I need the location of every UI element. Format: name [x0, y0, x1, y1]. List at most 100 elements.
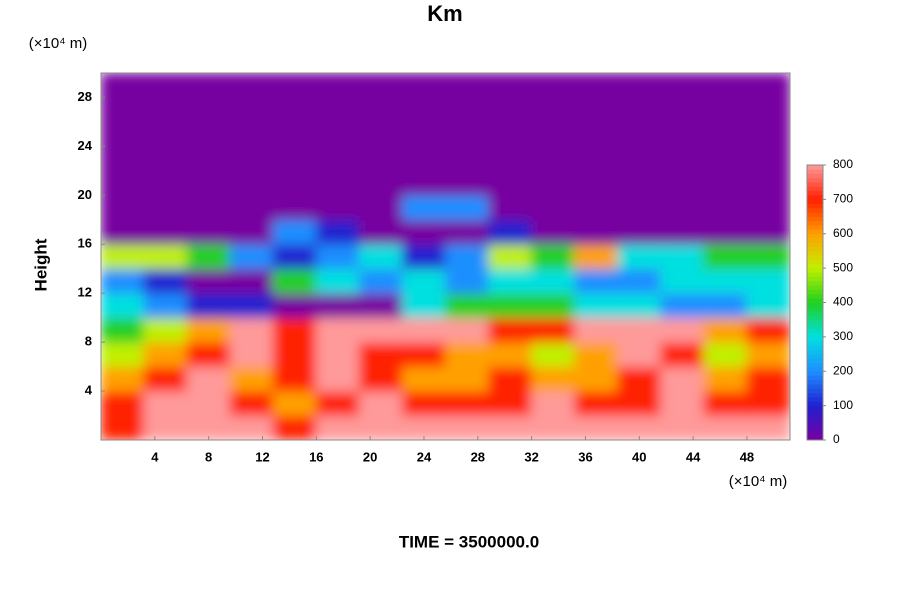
cell — [401, 73, 446, 98]
cell — [272, 292, 317, 319]
cell — [574, 243, 619, 270]
y-tick-label: 4 — [85, 383, 93, 398]
cell — [401, 145, 446, 172]
cell — [358, 73, 403, 98]
cell — [401, 243, 446, 270]
colorbar-swatch — [807, 431, 823, 437]
cell — [703, 194, 748, 221]
cell — [272, 194, 317, 221]
x-tick-label: 8 — [205, 449, 212, 464]
x-tick-label: 44 — [686, 449, 701, 464]
cell — [229, 170, 274, 196]
colorbar-tick-label: 200 — [833, 363, 853, 377]
cell — [488, 317, 533, 343]
x-unit: (×10⁴ m) — [729, 473, 788, 490]
cell — [315, 243, 360, 270]
cell — [358, 219, 403, 245]
cell — [574, 145, 619, 172]
cell — [272, 170, 317, 196]
cell — [272, 219, 317, 245]
cell — [617, 366, 662, 392]
cell — [315, 390, 360, 417]
cell — [186, 390, 231, 417]
cell — [101, 73, 145, 98]
cell — [101, 317, 145, 343]
colorbar-swatch — [807, 319, 823, 325]
cell — [272, 243, 317, 270]
cell — [143, 243, 188, 270]
cell — [445, 170, 490, 196]
colorbar-swatch — [807, 267, 823, 273]
cell — [186, 194, 231, 221]
cell — [272, 341, 317, 368]
cell — [574, 317, 619, 343]
colorbar-swatch — [807, 362, 823, 368]
cell — [272, 121, 317, 147]
colorbar-swatch — [807, 173, 823, 179]
cell — [229, 390, 274, 417]
y-tick-label: 24 — [78, 138, 93, 153]
cell — [143, 170, 188, 196]
colorbar-tick-label: 0 — [833, 432, 840, 446]
x-tick-label: 48 — [740, 449, 754, 464]
colorbar-swatch — [807, 401, 823, 406]
cell — [660, 243, 705, 270]
cell — [358, 96, 403, 123]
colorbar-swatch — [807, 220, 823, 226]
cell — [186, 317, 231, 343]
cell — [358, 317, 403, 343]
cell — [358, 194, 403, 221]
cell — [315, 145, 360, 172]
colorbar-swatch — [807, 409, 823, 415]
cell — [531, 415, 576, 440]
colorbar-swatch — [807, 383, 823, 389]
cell — [401, 390, 446, 417]
cell — [488, 145, 533, 172]
colorbar-tick-label: 600 — [833, 226, 853, 240]
cell — [746, 341, 790, 368]
cell — [746, 366, 790, 392]
cell — [445, 268, 490, 294]
cell — [617, 194, 662, 221]
cell — [660, 145, 705, 172]
cell — [143, 415, 188, 440]
cell — [186, 73, 231, 98]
cell — [315, 121, 360, 147]
cell — [488, 366, 533, 392]
colorbar-swatch — [807, 388, 823, 394]
cell — [445, 292, 490, 319]
cell — [574, 170, 619, 196]
cell — [186, 219, 231, 245]
cell — [272, 317, 317, 343]
cell — [531, 268, 576, 294]
cell — [703, 292, 748, 319]
cell — [703, 366, 748, 392]
colorbar-swatch — [807, 250, 823, 256]
cell — [101, 96, 145, 123]
colorbar-swatch — [807, 379, 823, 385]
cell — [660, 341, 705, 368]
cell — [229, 415, 274, 440]
cell — [660, 415, 705, 440]
colorbar-tick-label: 100 — [833, 398, 853, 412]
cell — [101, 390, 145, 417]
cell — [660, 73, 705, 98]
cell — [315, 415, 360, 440]
colorbar-swatch — [807, 297, 823, 303]
colorbar-swatch — [807, 186, 823, 192]
cell — [746, 145, 790, 172]
cell — [660, 292, 705, 319]
cell — [488, 390, 533, 417]
cell — [143, 268, 188, 294]
y-unit: (×10⁴ m) — [29, 35, 88, 52]
cell — [315, 366, 360, 392]
cell — [660, 268, 705, 294]
colorbar-swatch — [807, 190, 823, 196]
cell — [143, 390, 188, 417]
cell — [703, 170, 748, 196]
cell — [186, 243, 231, 270]
colorbar-swatch — [807, 310, 823, 316]
cell — [401, 366, 446, 392]
colorbar-swatch — [807, 435, 823, 441]
